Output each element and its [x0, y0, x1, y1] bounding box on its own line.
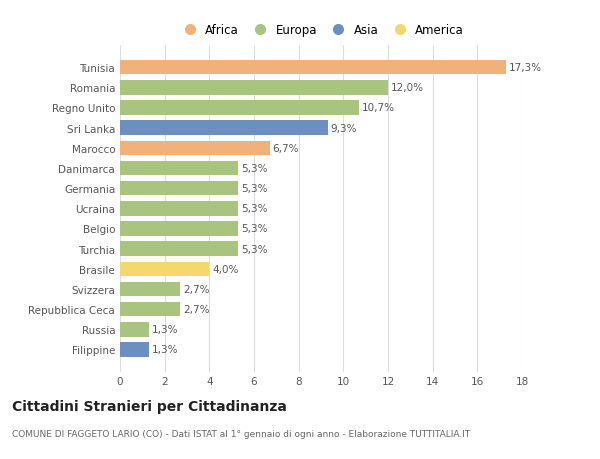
Text: COMUNE DI FAGGETO LARIO (CO) - Dati ISTAT al 1° gennaio di ogni anno - Elaborazi: COMUNE DI FAGGETO LARIO (CO) - Dati ISTA… — [12, 429, 470, 438]
Bar — [120, 101, 359, 116]
Text: Cittadini Stranieri per Cittadinanza: Cittadini Stranieri per Cittadinanza — [12, 399, 287, 413]
Bar — [120, 342, 149, 357]
Text: 1,3%: 1,3% — [152, 345, 178, 355]
Text: 9,3%: 9,3% — [331, 123, 357, 133]
Text: 4,0%: 4,0% — [212, 264, 238, 274]
Text: 12,0%: 12,0% — [391, 83, 424, 93]
Bar — [120, 282, 180, 297]
Bar — [120, 262, 209, 276]
Bar — [120, 61, 506, 75]
Bar — [120, 302, 180, 317]
Legend: Africa, Europa, Asia, America: Africa, Europa, Asia, America — [173, 19, 469, 42]
Text: 2,7%: 2,7% — [183, 285, 209, 294]
Text: 10,7%: 10,7% — [362, 103, 395, 113]
Text: 17,3%: 17,3% — [509, 63, 542, 73]
Text: 5,3%: 5,3% — [241, 204, 268, 214]
Bar — [120, 81, 388, 95]
Text: 5,3%: 5,3% — [241, 244, 268, 254]
Text: 2,7%: 2,7% — [183, 304, 209, 314]
Text: 1,3%: 1,3% — [152, 325, 178, 335]
Text: 6,7%: 6,7% — [272, 144, 299, 153]
Bar — [120, 322, 149, 337]
Bar — [120, 242, 238, 256]
Text: 5,3%: 5,3% — [241, 163, 268, 174]
Bar — [120, 181, 238, 196]
Bar — [120, 222, 238, 236]
Bar — [120, 141, 269, 156]
Bar — [120, 162, 238, 176]
Text: 5,3%: 5,3% — [241, 184, 268, 194]
Bar — [120, 121, 328, 135]
Text: 5,3%: 5,3% — [241, 224, 268, 234]
Bar — [120, 202, 238, 216]
